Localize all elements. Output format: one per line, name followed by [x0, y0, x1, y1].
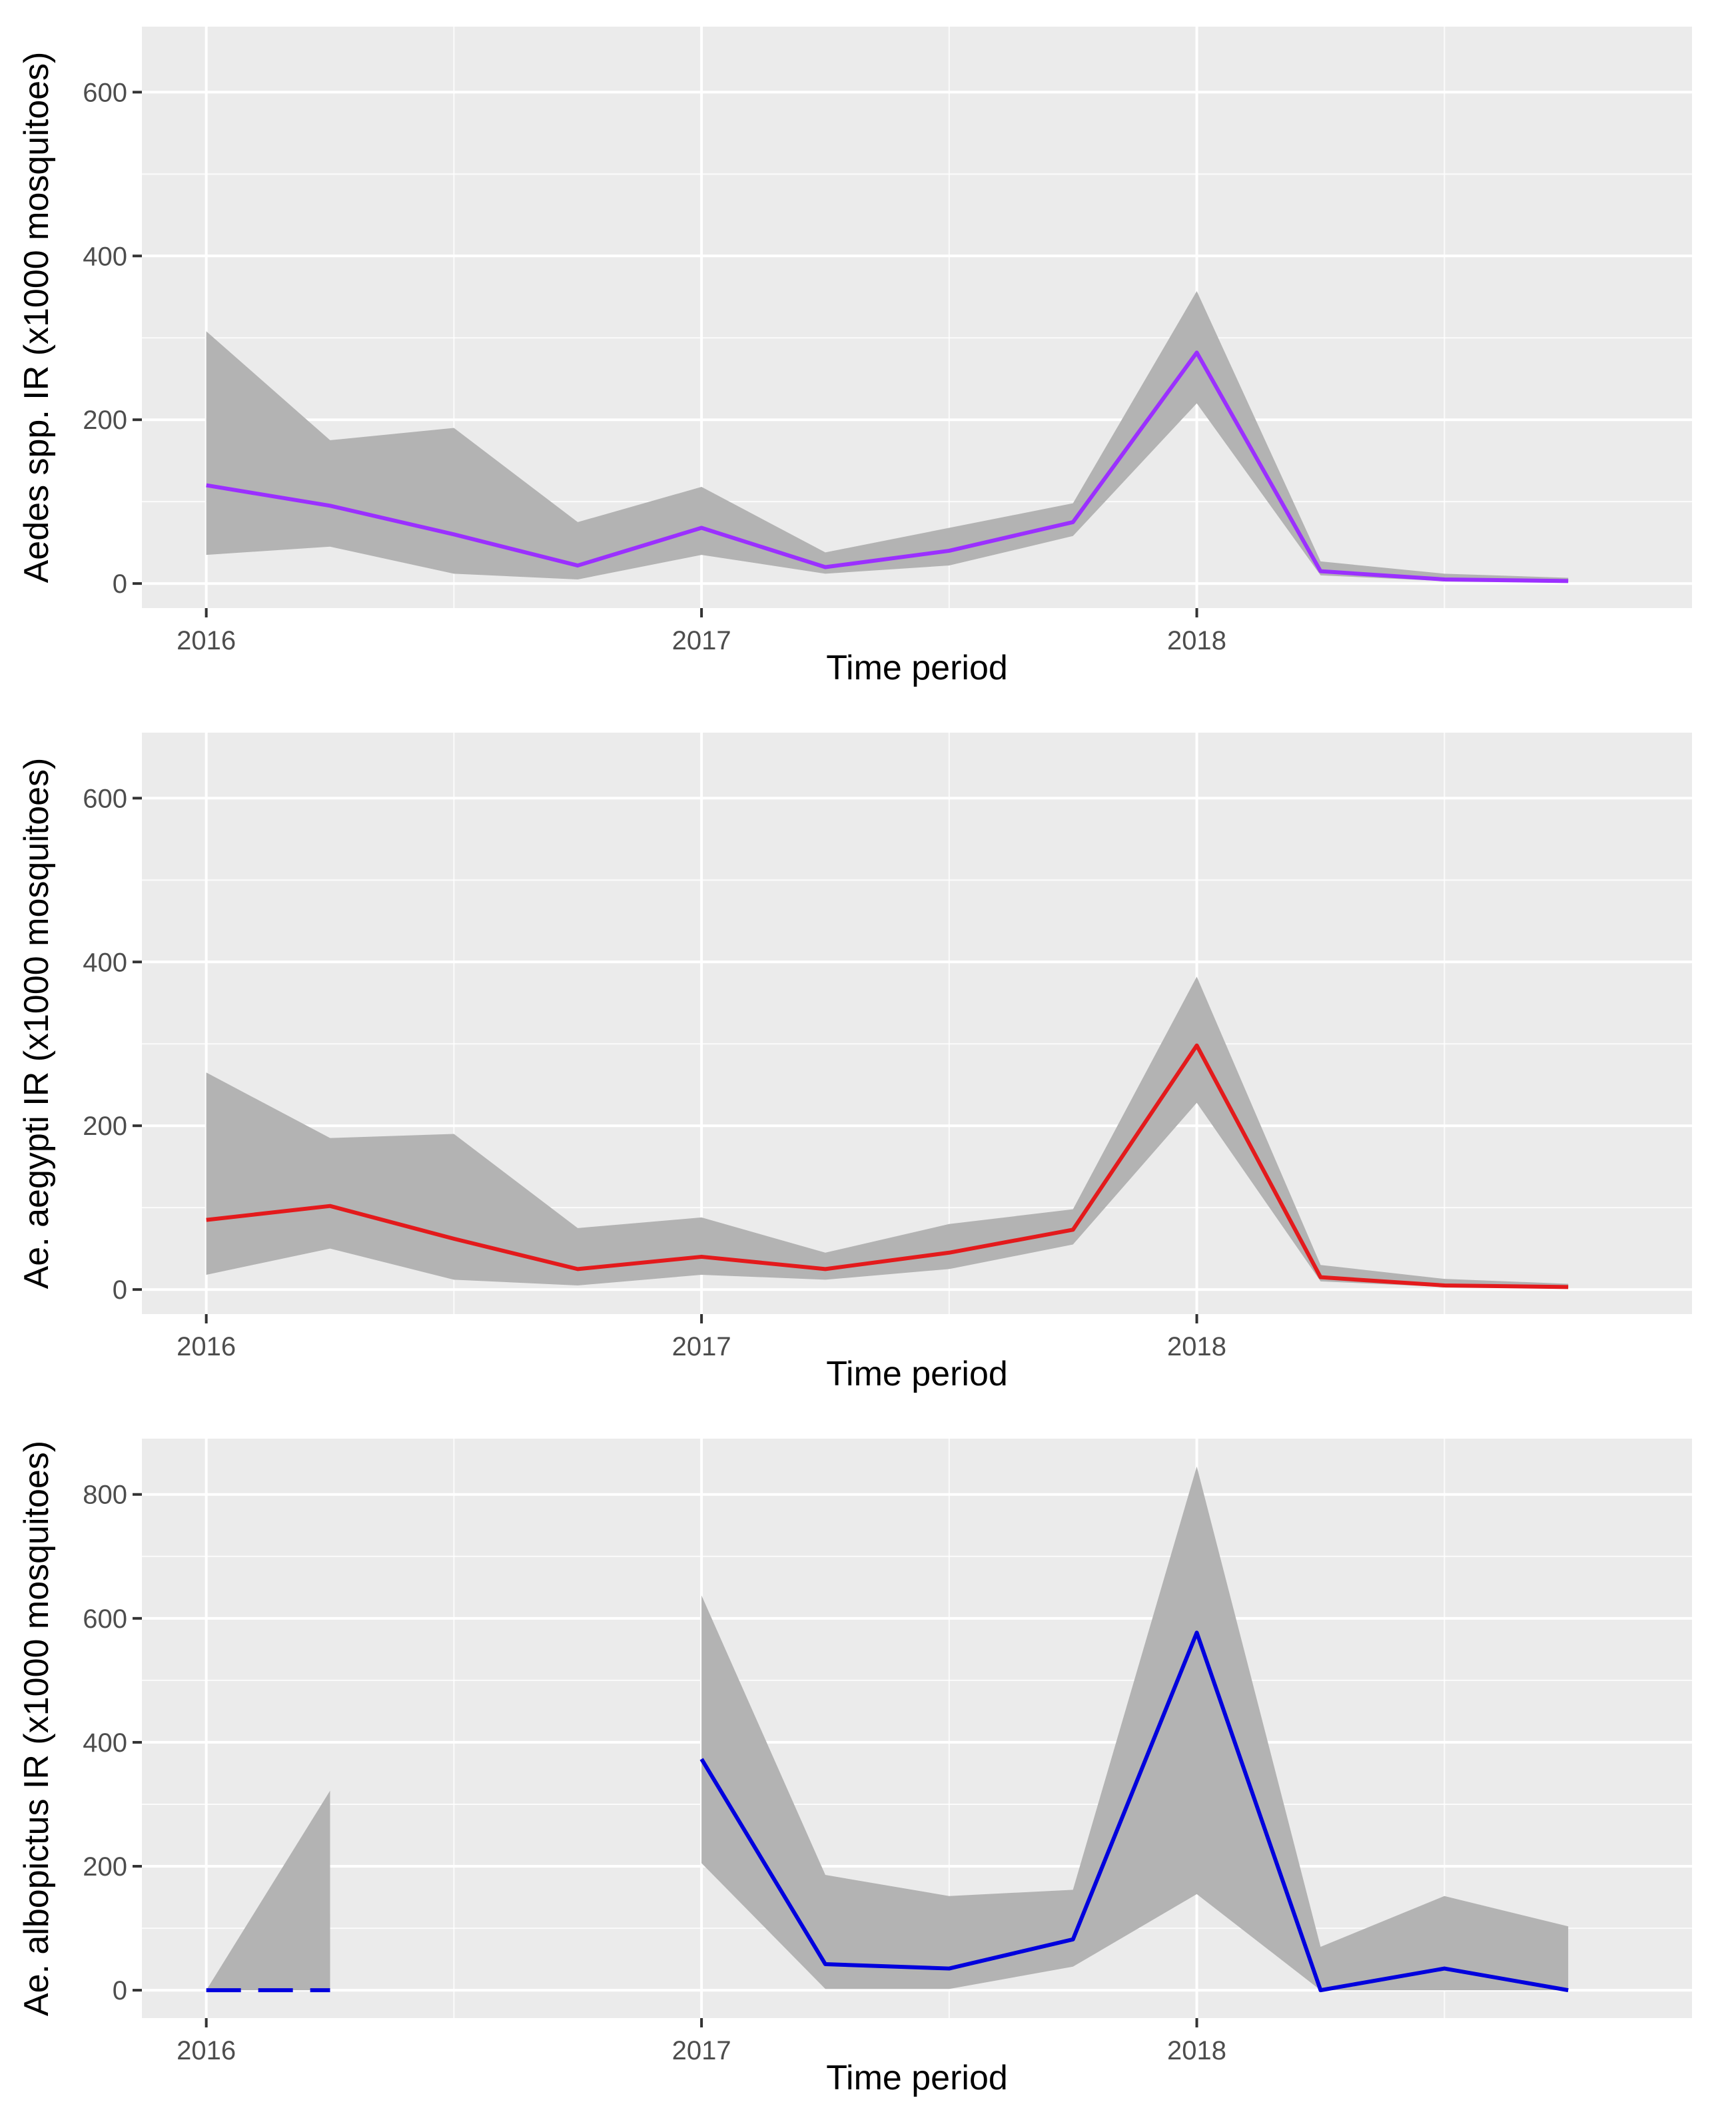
panel-2: 0 200 400 600 2016 2017 2018 Time period Ae. aeg…: [17, 733, 1692, 1393]
x-tick-label: 2016: [177, 2036, 236, 2065]
x-tick-label: 2016: [177, 1332, 236, 1361]
x-axis-title: Time period: [826, 2059, 1008, 2097]
y-tick-label: 400: [83, 1728, 127, 1758]
confidence-ribbon: [206, 1790, 330, 1991]
y-tick-label: 800: [83, 1481, 127, 1510]
series-line: [206, 350, 1569, 583]
confidence-ribbon: [206, 976, 1569, 1288]
y-tick-label: 200: [83, 1852, 127, 1882]
panels: 0 200 400 600 2016 2017 2018 Time period Aedes s…: [17, 27, 1692, 2097]
y-tick-label: 600: [83, 78, 127, 107]
y-tick-label: 0: [113, 569, 127, 599]
series-line: [699, 1630, 1569, 1993]
y-tick-label: 600: [83, 1604, 127, 1634]
confidence-ribbon: [206, 291, 1569, 582]
x-tick-label: 2017: [672, 2036, 731, 2065]
confidence-ribbon: [701, 1466, 1569, 1991]
x-axis-title: Time period: [826, 649, 1008, 687]
y-axis-title: Ae. aegypti IR (x1000 mosquitoes): [17, 758, 56, 1289]
panel-3: 0 200 400 600 800 2016 2017 2018 Time period Ae. …: [17, 1439, 1692, 2097]
series-line: [206, 1043, 1569, 1289]
x-tick-label: 2018: [1167, 2036, 1226, 2065]
y-tick-label: 200: [83, 406, 127, 435]
y-axis-title: Aedes spp. IR (x1000 mosquitoes): [17, 52, 56, 583]
y-tick-label: 400: [83, 948, 127, 977]
y-tick-label: 600: [83, 784, 127, 813]
y-tick-label: 0: [113, 1976, 127, 2005]
panel-1: 0 200 400 600 2016 2017 2018 Time period Aedes s…: [17, 27, 1692, 687]
x-tick-label: 2018: [1167, 1332, 1226, 1361]
y-tick-label: 0: [113, 1275, 127, 1305]
y-tick-label: 400: [83, 242, 127, 271]
x-tick-label: 2017: [672, 626, 731, 655]
x-tick-label: 2016: [177, 626, 236, 655]
y-tick-label: 200: [83, 1112, 127, 1141]
x-tick-label: 2018: [1167, 626, 1226, 655]
x-axis-title: Time period: [826, 1355, 1008, 1393]
y-axis-title: Ae. albopictus IR (x1000 mosquitoes): [17, 1441, 56, 2016]
x-tick-label: 2017: [672, 1332, 731, 1361]
